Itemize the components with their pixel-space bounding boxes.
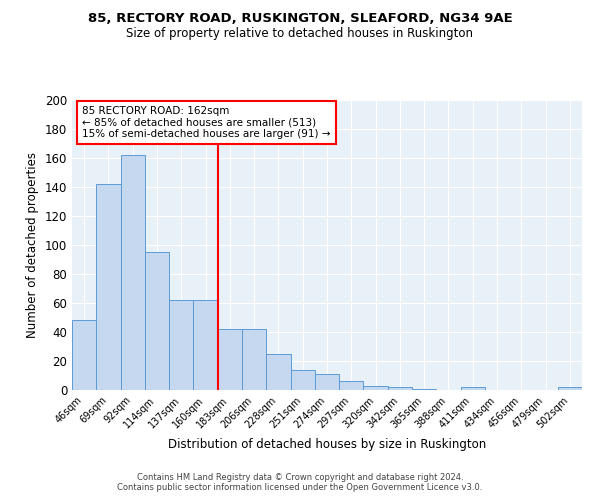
- Bar: [121, 155, 145, 390]
- Y-axis label: Number of detached properties: Number of detached properties: [26, 152, 39, 338]
- Bar: [290, 370, 315, 390]
- Text: 85, RECTORY ROAD, RUSKINGTON, SLEAFORD, NG34 9AE: 85, RECTORY ROAD, RUSKINGTON, SLEAFORD, …: [88, 12, 512, 26]
- Bar: [364, 386, 388, 390]
- Bar: [96, 184, 121, 390]
- Bar: [412, 388, 436, 390]
- Bar: [266, 354, 290, 390]
- Bar: [145, 252, 169, 390]
- Text: Size of property relative to detached houses in Ruskington: Size of property relative to detached ho…: [127, 28, 473, 40]
- Bar: [339, 382, 364, 390]
- Bar: [72, 320, 96, 390]
- Bar: [169, 300, 193, 390]
- Bar: [193, 300, 218, 390]
- Bar: [558, 387, 582, 390]
- Bar: [242, 329, 266, 390]
- Bar: [218, 329, 242, 390]
- Text: Contains HM Land Registry data © Crown copyright and database right 2024.
Contai: Contains HM Land Registry data © Crown c…: [118, 473, 482, 492]
- X-axis label: Distribution of detached houses by size in Ruskington: Distribution of detached houses by size …: [168, 438, 486, 451]
- Bar: [388, 387, 412, 390]
- Bar: [461, 387, 485, 390]
- Text: 85 RECTORY ROAD: 162sqm
← 85% of detached houses are smaller (513)
15% of semi-d: 85 RECTORY ROAD: 162sqm ← 85% of detache…: [82, 106, 331, 139]
- Bar: [315, 374, 339, 390]
